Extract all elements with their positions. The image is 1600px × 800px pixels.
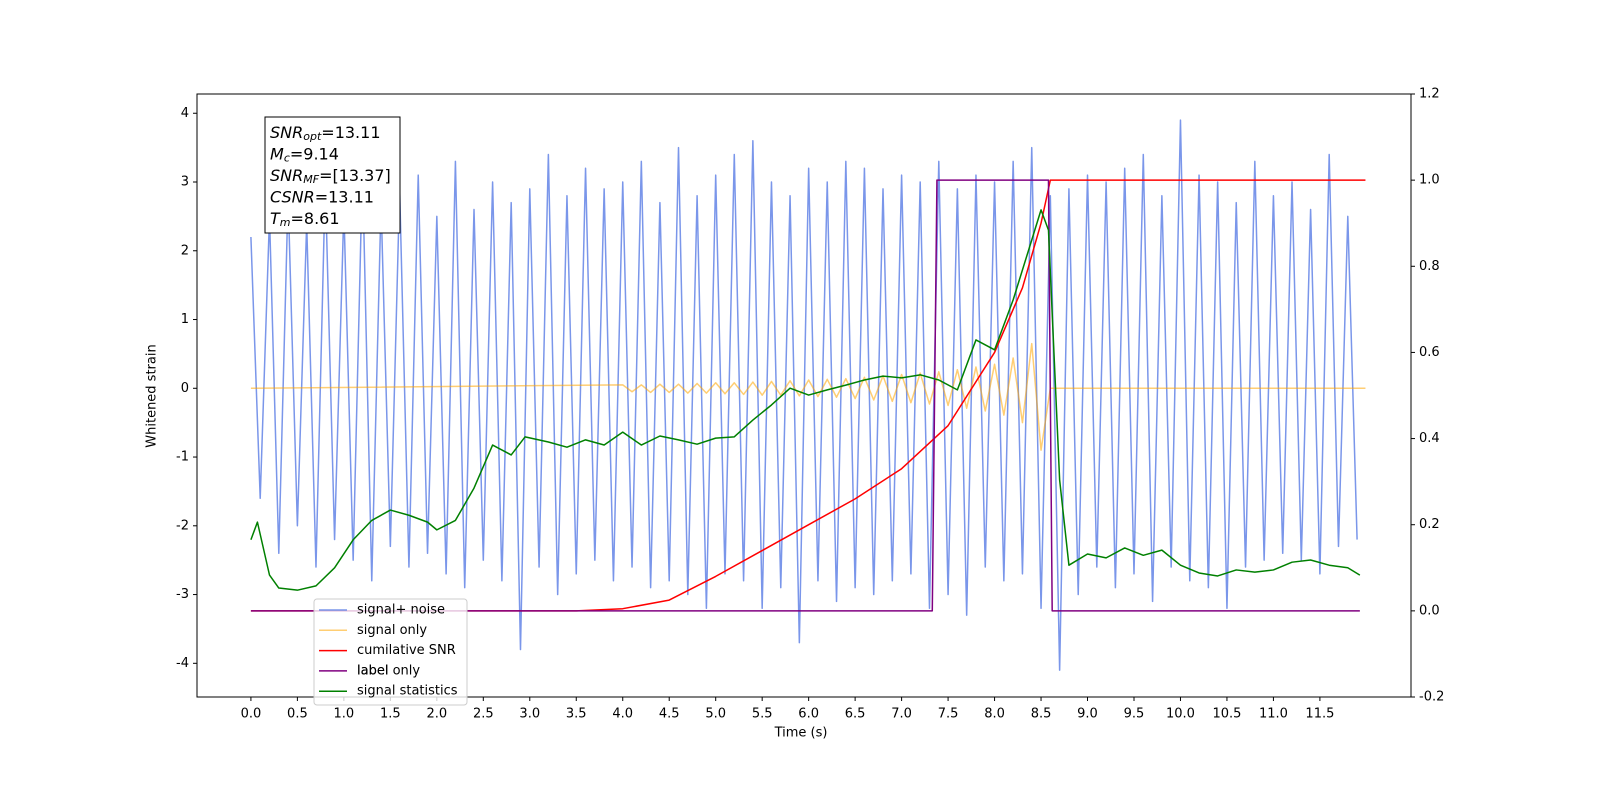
annotation-value: =9.14: [290, 144, 339, 163]
y-tick-label: -4: [176, 656, 189, 671]
x-tick-label: 1.5: [380, 707, 401, 722]
annotation-value: =13.11: [315, 187, 374, 206]
annotation: CSNR=13.11: [270, 187, 374, 206]
series-line: [250, 179, 1360, 612]
annotation: SNRMF=[13.37]: [270, 166, 391, 187]
annotation-symbol: M: [270, 144, 284, 163]
y-tick-label: 1: [181, 312, 189, 327]
y-axis-label: Whitened strain: [145, 344, 160, 447]
annotation-frame: [264, 116, 401, 234]
x-axis-label: Time (s): [774, 726, 828, 741]
legend-label: signal statistics: [357, 684, 458, 699]
x-tick-label: 3.5: [566, 707, 587, 722]
annotation: SNRopt=13.11: [270, 123, 381, 144]
series-line: [250, 342, 1366, 451]
y2-tick-label: -0.2: [1419, 690, 1444, 705]
x-tick-label: 0.0: [241, 707, 262, 722]
x-tick-label: 9.5: [1124, 707, 1145, 722]
x-tick-label: 8.0: [984, 707, 1005, 722]
x-tick-label: 1.0: [334, 707, 355, 722]
x-tick-label: 11.0: [1259, 707, 1288, 722]
annotation: Mc=9.14: [270, 144, 339, 165]
y2-tick-label: 0.0: [1419, 603, 1440, 618]
y2-tick-label: 1.0: [1419, 173, 1440, 188]
annotation: Tm=8.61: [270, 209, 340, 230]
y-tick-label: 4: [181, 106, 189, 121]
legend: label only signal+ noise signal only cumila…: [313, 598, 468, 706]
x-tick-label: 7.5: [938, 707, 959, 722]
legend-label-hidden: label only: [357, 664, 420, 679]
series-line: [250, 209, 1361, 591]
x-tick-label: 5.0: [705, 707, 726, 722]
y-tick-label: 3: [181, 175, 189, 190]
x-tick-label: 4.0: [612, 707, 633, 722]
x-tick-label: 10.5: [1212, 707, 1241, 722]
legend-label: signal+ noise: [357, 603, 445, 618]
x-tick-label: 2.0: [426, 707, 447, 722]
annotation-subscript: m: [280, 216, 291, 229]
annotation-value: =[13.37]: [319, 166, 391, 185]
legend-label: label: [357, 663, 388, 678]
x-tick-label: 6.0: [798, 707, 819, 722]
annotation-symbol: SNR: [270, 166, 303, 185]
annotation-symbol: T: [270, 209, 281, 228]
annotation-symbol: SNR: [270, 123, 303, 142]
x-tick-label: 5.5: [752, 707, 773, 722]
y-tick-label: -3: [176, 587, 189, 602]
annotation-subscript: opt: [303, 130, 322, 143]
annotation-value: =13.11: [321, 123, 380, 142]
y-tick-label: -1: [176, 450, 189, 465]
y-tick-label: -2: [176, 518, 189, 533]
legend-frame: [313, 598, 468, 706]
annotation-subscript: c: [284, 152, 290, 165]
x-tick-label: 6.5: [845, 707, 866, 722]
annotation-symbol: CSNR: [270, 187, 315, 206]
y2-tick-label: 0.8: [1419, 259, 1440, 274]
y2-tick-label: 0.4: [1419, 431, 1440, 446]
legend-label: signal only: [357, 623, 427, 638]
axes-frame: [196, 93, 1412, 698]
series-line: [250, 119, 1358, 671]
y2-tick-label: 0.6: [1419, 345, 1440, 360]
x-tick-label: 11.5: [1305, 707, 1334, 722]
x-tick-label: 10.0: [1166, 707, 1195, 722]
x-tick-label: 2.5: [473, 707, 494, 722]
annotation-box: SNRopt=13.11Mc=9.14SNRMF=[13.37]CSNR=13.…: [264, 116, 401, 234]
x-tick-label: 4.5: [659, 707, 680, 722]
y2-tick-label: 0.2: [1419, 517, 1440, 532]
annotation-value: =8.61: [291, 209, 340, 228]
x-tick-label: 3.0: [519, 707, 540, 722]
x-tick-label: 8.5: [1031, 707, 1052, 722]
legend-label: cumilative SNR: [357, 643, 456, 658]
annotation-subscript: MF: [303, 173, 319, 186]
plot-area: [250, 119, 1366, 671]
y2-tick-label: 1.2: [1419, 87, 1440, 102]
y-tick-label: 0: [181, 381, 189, 396]
series-line: [250, 179, 1366, 612]
x-tick-label: 9.0: [1077, 707, 1098, 722]
x-tick-label: 0.5: [287, 707, 308, 722]
y-tick-label: 2: [181, 243, 189, 258]
x-tick-label: 7.0: [891, 707, 912, 722]
